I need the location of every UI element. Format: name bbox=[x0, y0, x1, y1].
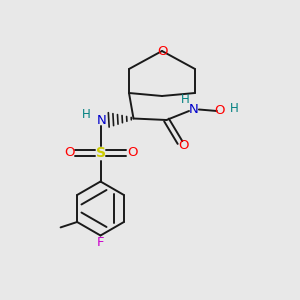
Text: H: H bbox=[181, 93, 190, 106]
Text: N: N bbox=[97, 113, 106, 127]
Text: O: O bbox=[215, 104, 225, 118]
Text: O: O bbox=[178, 139, 188, 152]
Text: N: N bbox=[189, 103, 198, 116]
Text: S: S bbox=[95, 146, 106, 160]
Text: H: H bbox=[230, 101, 239, 115]
Text: F: F bbox=[97, 236, 104, 249]
Text: O: O bbox=[127, 146, 137, 160]
Text: H: H bbox=[82, 108, 91, 121]
Text: O: O bbox=[64, 146, 74, 160]
Text: O: O bbox=[157, 44, 167, 58]
